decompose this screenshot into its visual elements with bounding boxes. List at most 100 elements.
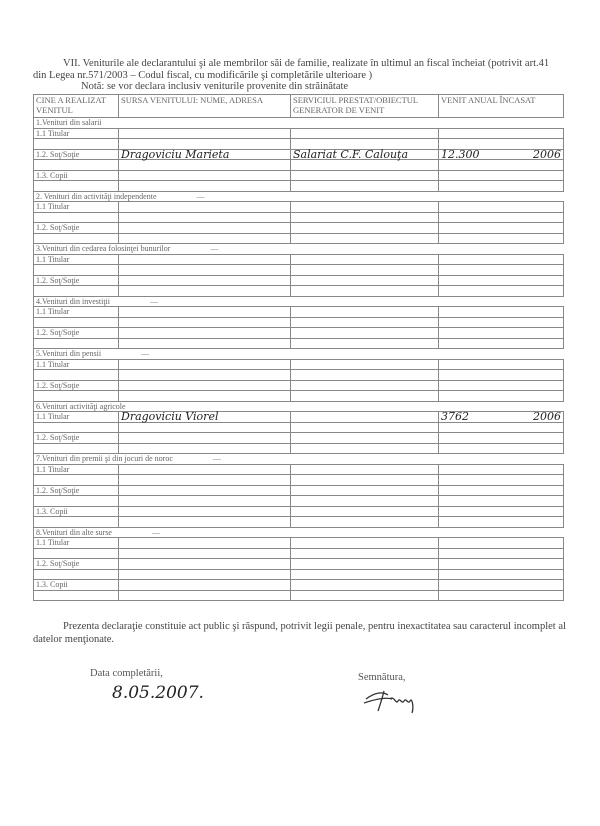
blank-cell bbox=[438, 285, 564, 297]
section-title: 4.Venituri din investiţii — bbox=[33, 295, 564, 307]
blank-cell bbox=[438, 390, 564, 402]
date-value: 8.05.2007. bbox=[112, 683, 204, 703]
blank-cell bbox=[290, 337, 439, 349]
income-amount bbox=[438, 484, 564, 496]
table-row: 1.2. Soţ/Soţie bbox=[33, 222, 564, 234]
section-title-text: 7.Venituri din premii şi din jocuri de n… bbox=[36, 454, 173, 463]
blank-cell bbox=[33, 421, 119, 433]
row-label: 1.3. Copii bbox=[33, 169, 119, 181]
section-title: 5.Venituri din pensii — bbox=[33, 348, 564, 360]
income-source bbox=[118, 432, 291, 444]
income-amount bbox=[438, 463, 564, 475]
empty-dash: — bbox=[210, 244, 219, 253]
section-heading: VII. Veniturile ale declarantului şi ale… bbox=[33, 58, 550, 81]
section-title-text: 2. Venituri din activităţi independente bbox=[36, 191, 157, 201]
blank-cell bbox=[33, 159, 119, 171]
income-source bbox=[118, 127, 291, 139]
income-amount: 3762 2006 bbox=[438, 411, 564, 423]
blank-cell bbox=[438, 316, 564, 328]
blank-cell bbox=[33, 474, 119, 486]
income-service bbox=[290, 306, 439, 318]
date-label: Data completării, bbox=[90, 668, 163, 679]
blank-cell bbox=[290, 211, 439, 223]
blank-cell bbox=[438, 495, 564, 507]
income-source bbox=[118, 558, 291, 570]
income-amount bbox=[438, 169, 564, 181]
section-title-text: 5.Venituri din pensii bbox=[36, 349, 102, 358]
income-amount bbox=[438, 306, 564, 318]
income-amount: 12.300 2006 bbox=[438, 149, 564, 160]
income-amount bbox=[438, 201, 564, 213]
blank-cell bbox=[118, 337, 291, 349]
income-amount bbox=[438, 274, 564, 286]
income-source bbox=[118, 484, 291, 496]
income-service bbox=[290, 463, 439, 475]
blank-cell bbox=[290, 421, 439, 433]
table-row-blank bbox=[33, 421, 564, 433]
row-label: 1.1 Titular bbox=[33, 358, 119, 370]
row-label: 1.2. Soţ/Soţie bbox=[33, 484, 119, 496]
income-amount bbox=[438, 222, 564, 234]
row-label: 1.1 Titular bbox=[33, 201, 119, 213]
empty-dash: — bbox=[151, 527, 160, 537]
income-service bbox=[290, 579, 439, 591]
income-amount bbox=[438, 432, 564, 444]
row-label: 1.2. Soţ/Soţie bbox=[33, 148, 119, 160]
blank-cell bbox=[438, 138, 564, 150]
income-service bbox=[290, 169, 439, 181]
section-row: 3.Venituri din cedarea folosinţei bunuri… bbox=[33, 243, 564, 255]
income-service bbox=[290, 484, 439, 496]
blank-cell bbox=[290, 232, 439, 244]
blank-cell bbox=[33, 232, 119, 244]
income-source bbox=[118, 379, 291, 391]
blank-cell bbox=[290, 390, 439, 402]
income-amount bbox=[438, 253, 564, 265]
table-row-blank bbox=[33, 337, 564, 349]
blank-cell bbox=[290, 159, 439, 171]
table-row: 1.2. Soţ/Soţie bbox=[33, 274, 564, 286]
section-title-text: 8.Venituri din alte surse bbox=[36, 527, 112, 537]
income-source bbox=[118, 169, 291, 181]
table-row: 1.2. Soţ/Soţie bbox=[33, 484, 564, 496]
blank-cell bbox=[33, 337, 119, 349]
income-amount bbox=[438, 379, 564, 391]
blank-cell bbox=[33, 442, 119, 454]
income-service bbox=[290, 411, 439, 423]
table-row: 1.2. Soţ/Soţie bbox=[33, 432, 564, 444]
table-row-blank bbox=[33, 232, 564, 244]
blank-cell bbox=[118, 474, 291, 486]
blank-cell bbox=[33, 180, 119, 192]
table-row-blank bbox=[33, 159, 564, 171]
blank-cell bbox=[118, 232, 291, 244]
section-row: 1.Venituri din salarii bbox=[33, 117, 564, 129]
table-row-blank bbox=[33, 589, 564, 601]
income-source bbox=[118, 274, 291, 286]
empty-dash: — bbox=[150, 296, 158, 306]
row-label: 1.1 Titular bbox=[33, 411, 119, 423]
table-header-row: CINE A REALIZAT VENITUL SURSA VENITULUI:… bbox=[33, 94, 564, 118]
income-source bbox=[118, 327, 291, 339]
blank-cell bbox=[33, 285, 119, 297]
row-label: 1.2. Soţ/Soţie bbox=[33, 274, 119, 286]
signature-label: Semnătura, bbox=[358, 672, 406, 683]
empty-dash: — bbox=[141, 349, 150, 358]
section-title: 1.Venituri din salarii bbox=[33, 117, 564, 129]
income-amount bbox=[438, 127, 564, 139]
blank-cell bbox=[290, 316, 439, 328]
blank-cell bbox=[118, 211, 291, 223]
income-table: CINE A REALIZAT VENITUL SURSA VENITULUI:… bbox=[33, 94, 564, 601]
table-row: 1.2. Soţ/Soţie bbox=[33, 558, 564, 570]
section-row: 7.Venituri din premii şi din jocuri de n… bbox=[33, 453, 564, 465]
section-intro: VII. Veniturile ale declarantului şi ale… bbox=[33, 58, 563, 93]
section-title: 6.Venituri activităţi agricole bbox=[33, 400, 564, 412]
row-label: 1.2. Soţ/Soţie bbox=[33, 222, 119, 234]
blank-cell bbox=[33, 264, 119, 276]
row-label: 1.1 Titular bbox=[33, 306, 119, 318]
blank-cell bbox=[33, 568, 119, 580]
table-row: 1.2. Soţ/Soţie bbox=[33, 327, 564, 339]
table-row-blank bbox=[33, 474, 564, 486]
blank-cell bbox=[118, 421, 291, 433]
row-label: 1.1 Titular bbox=[33, 537, 119, 549]
signature-image bbox=[363, 690, 414, 714]
blank-cell bbox=[118, 495, 291, 507]
